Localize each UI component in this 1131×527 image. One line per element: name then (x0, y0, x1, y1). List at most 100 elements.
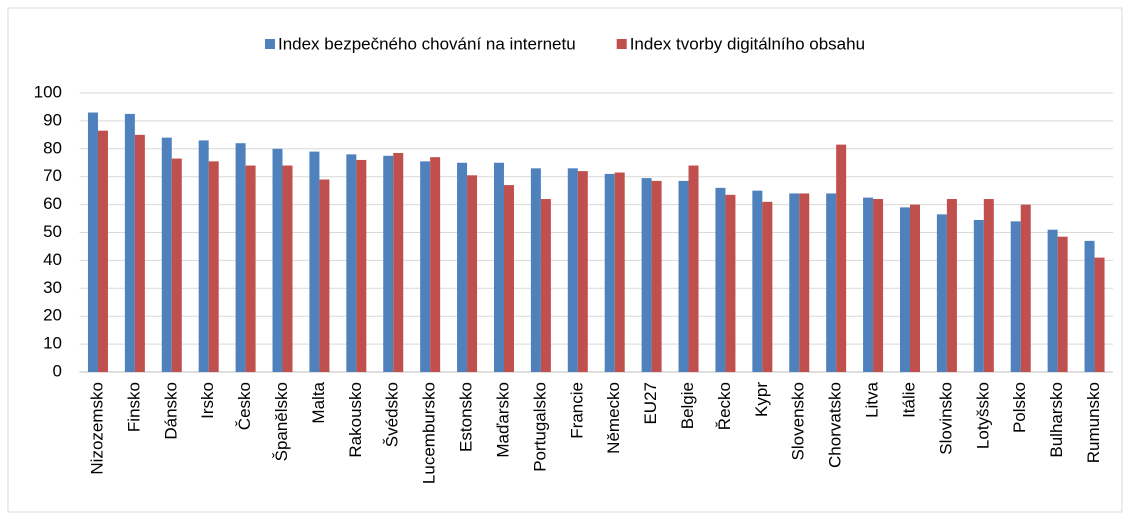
y-tick-label: 10 (43, 334, 62, 353)
bar (272, 148, 283, 372)
bar (124, 113, 135, 373)
bar (503, 185, 514, 372)
x-tick-label: Portugalsko (530, 382, 549, 472)
bar (641, 178, 652, 372)
y-tick-label: 100 (34, 82, 62, 101)
x-tick-label: Španělsko (272, 382, 291, 461)
x-tick-label: Polsko (1010, 382, 1029, 433)
bar (467, 175, 478, 372)
legend-label: Index tvorby digitálního obsahu (630, 34, 865, 53)
bar (1084, 240, 1095, 372)
x-tick-label: Slovensko (789, 382, 808, 460)
bar (356, 159, 367, 372)
x-tick-label: Finsko (124, 382, 143, 432)
bar (651, 180, 662, 372)
bar (614, 172, 625, 372)
x-tick-label: Nizozemsko (87, 382, 106, 475)
bar (420, 161, 431, 372)
bar (430, 157, 441, 372)
bar (1010, 221, 1021, 372)
bar (1020, 204, 1031, 372)
bar (1094, 257, 1105, 372)
bar (1047, 229, 1058, 372)
x-tick-label: Maďarsko (493, 382, 512, 458)
bar (1057, 236, 1068, 372)
x-tick-label: Slovinsko (936, 382, 955, 455)
x-tick-label: Řecko (715, 382, 734, 430)
bar (863, 197, 874, 372)
bar (567, 168, 578, 372)
bar (393, 152, 404, 372)
bar (493, 162, 504, 372)
y-tick-label: 0 (53, 361, 62, 380)
bar (799, 193, 810, 372)
y-tick-label: 20 (43, 306, 62, 325)
x-tick-label: Irsko (198, 382, 217, 419)
x-tick-label: Estonsko (457, 382, 476, 452)
bar (171, 158, 182, 372)
bar (87, 112, 98, 372)
x-tick-label: Belgie (678, 382, 697, 429)
x-tick-label: Kypr (752, 382, 771, 417)
x-tick-label: Rumunsko (1084, 382, 1103, 463)
bar (715, 187, 726, 372)
y-tick-label: 60 (43, 194, 62, 213)
bar (678, 180, 689, 372)
bar (457, 162, 468, 372)
bar (946, 199, 957, 372)
bar (383, 155, 394, 372)
bar (245, 165, 256, 372)
bar (983, 199, 994, 372)
y-tick-label: 70 (43, 166, 62, 185)
legend-swatch (616, 39, 627, 49)
x-tick-label: Lotyšsko (973, 382, 992, 449)
x-tick-label: Francie (567, 382, 586, 439)
x-tick-label: Chorvatsko (826, 382, 845, 468)
bar (319, 179, 330, 372)
bar (282, 165, 293, 372)
x-tick-label: Rakousko (346, 382, 365, 458)
bar (540, 199, 551, 372)
bar (725, 194, 736, 372)
bar (208, 161, 219, 372)
bar (762, 201, 773, 372)
x-tick-label: Malta (309, 381, 328, 423)
bar (198, 140, 209, 372)
y-tick-label: 40 (43, 250, 62, 269)
bar (899, 207, 910, 372)
bar (826, 193, 837, 372)
bar (577, 171, 588, 372)
bar (873, 199, 884, 372)
x-tick-label: Dánsko (161, 382, 180, 440)
bar (346, 154, 357, 372)
y-tick-label: 80 (43, 138, 62, 157)
legend-label: Index bezpečného chování na internetu (278, 34, 576, 53)
bar (161, 137, 172, 372)
legend-swatch (264, 39, 275, 49)
bar (688, 165, 699, 372)
x-tick-label: Švédsko (383, 382, 402, 447)
x-tick-label: Itálie (899, 382, 918, 418)
bar (836, 144, 847, 372)
y-tick-label: 90 (43, 110, 62, 129)
x-tick-label: Německo (604, 382, 623, 454)
x-tick-label: Lucembursko (420, 382, 439, 484)
x-tick-label: Bulharsko (1047, 382, 1066, 458)
bar (752, 190, 763, 372)
bar (530, 168, 541, 372)
bar (97, 130, 108, 372)
bar (134, 134, 145, 372)
y-tick-label: 50 (43, 222, 62, 241)
x-tick-label: Česko (235, 382, 254, 430)
bar (604, 173, 615, 372)
bar (235, 143, 246, 372)
x-tick-label: EU27 (641, 382, 660, 425)
bar (309, 151, 320, 372)
bar (789, 193, 800, 372)
bar (973, 219, 984, 372)
bar (909, 204, 920, 372)
bar (936, 214, 947, 372)
y-tick-label: 30 (43, 278, 62, 297)
x-tick-label: Litva (863, 381, 882, 417)
